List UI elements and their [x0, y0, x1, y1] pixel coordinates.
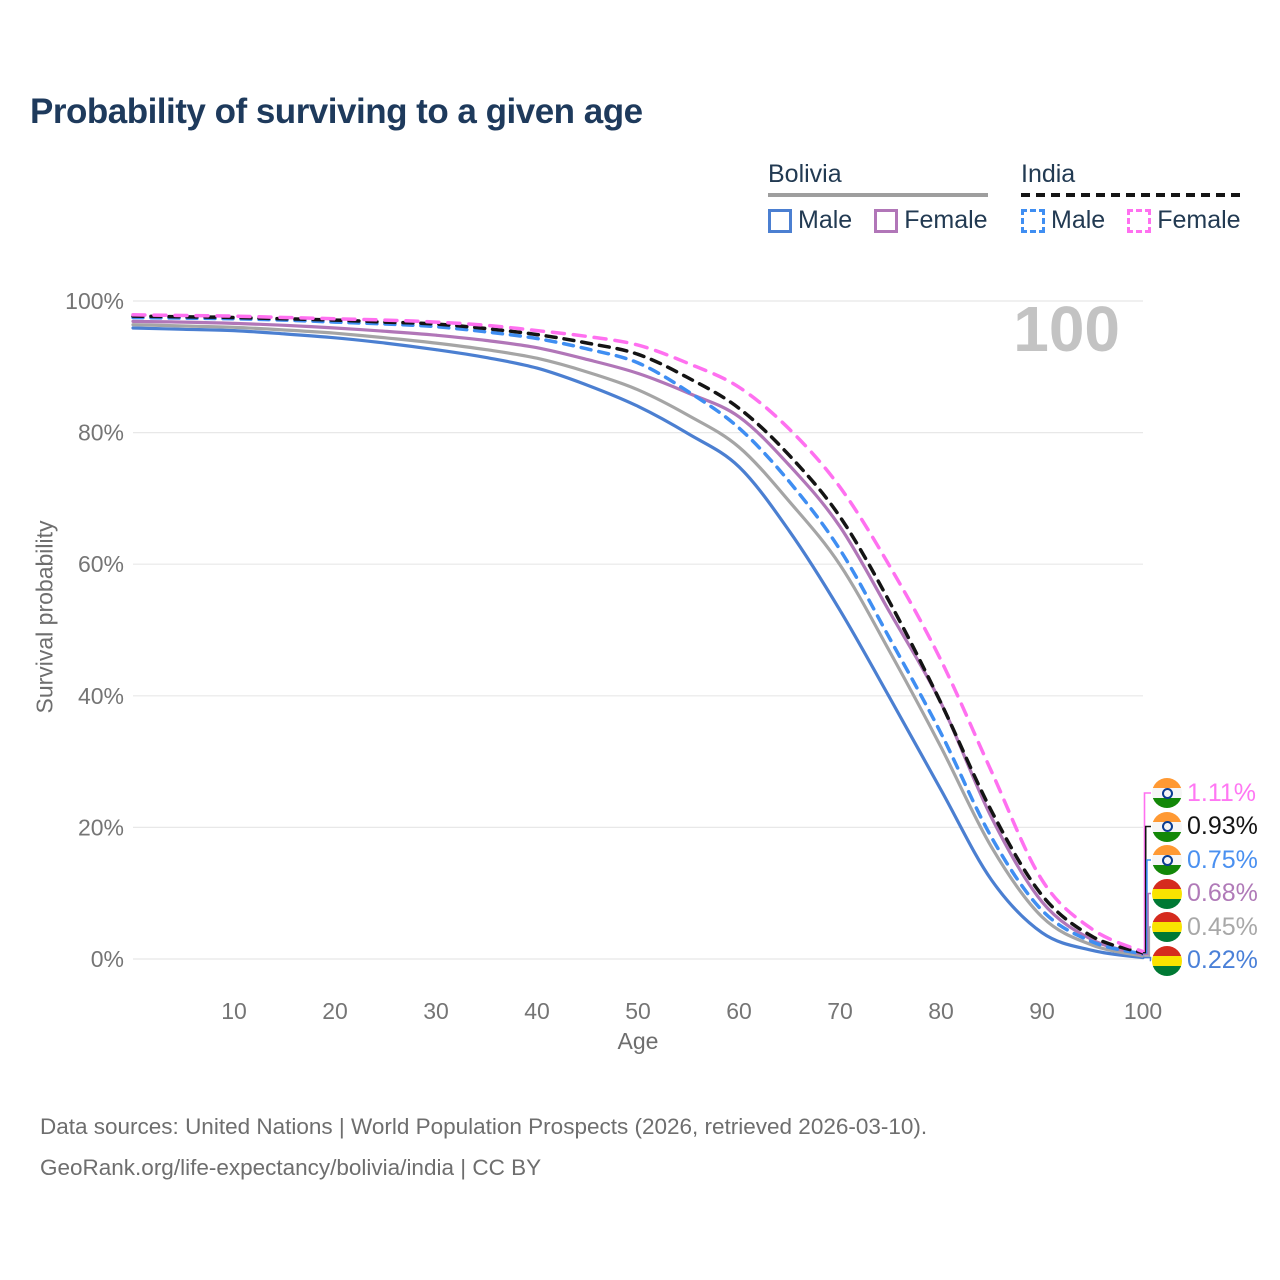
x-tick-label: 30	[423, 998, 449, 1024]
end-label-value: 0.68%	[1187, 879, 1258, 907]
end-label-connector	[1143, 926, 1151, 957]
legend-rule-india	[1021, 193, 1241, 197]
legend-item-india-female[interactable]: Female	[1127, 206, 1241, 235]
bolivia-flag-icon	[1152, 878, 1182, 909]
india-female-swatch-icon	[1127, 208, 1152, 233]
x-tick-label: 40	[524, 998, 550, 1024]
legend-item-label: Female	[1157, 206, 1241, 234]
footer-line-2: GeoRank.org/life-expectancy/bolivia/indi…	[40, 1155, 542, 1180]
legend-item-label: Male	[798, 206, 853, 234]
series-line-india-both	[131, 314, 1145, 955]
x-tick-label: 100	[1124, 998, 1162, 1024]
end-label-value: 0.93%	[1187, 812, 1258, 840]
end-label-value: 1.11%	[1187, 778, 1257, 807]
bolivia-female-swatch-icon	[874, 208, 899, 233]
footer-attribution: Data sources: United Nations | World Pop…	[40, 1106, 927, 1188]
end-label-india-female: 1.11%	[1152, 777, 1256, 809]
y-tick-label: 0%	[91, 946, 124, 972]
x-tick-label: 50	[625, 998, 651, 1024]
legend-group-india: India Male Female	[1021, 160, 1241, 235]
legend-country-bolivia[interactable]: Bolivia	[768, 160, 842, 188]
legend-item-label: Male	[1051, 206, 1106, 234]
y-tick-label: 40%	[78, 683, 124, 709]
series-line-bolivia-female	[131, 319, 1145, 957]
bolivia-flag-icon	[1152, 912, 1182, 942]
series-line-bolivia-both	[131, 323, 1145, 958]
y-tick-label: 60%	[78, 551, 124, 577]
end-label-bolivia-male: 0.22%	[1152, 945, 1258, 977]
india-flag-icon	[1152, 778, 1182, 808]
india-flag-icon	[1152, 811, 1182, 842]
x-tick-label: 60	[726, 998, 752, 1024]
x-tick-label: 10	[221, 998, 247, 1024]
end-label-connector	[1143, 956, 1152, 962]
india-male-swatch-icon	[1021, 208, 1045, 233]
end-label-bolivia-female: 0.68%	[1152, 878, 1258, 910]
legend-country-india[interactable]: India	[1021, 160, 1076, 188]
legend-rule-bolivia	[768, 193, 988, 197]
legend-item-bolivia-male[interactable]: Male	[768, 206, 852, 235]
footer-line-1: Data sources: United Nations | World Pop…	[40, 1114, 928, 1139]
x-axis-title: Age	[617, 1028, 659, 1054]
legend-group-bolivia: Bolivia Male Female	[768, 160, 988, 235]
bolivia-male-swatch-icon	[768, 208, 792, 233]
legend: Bolivia Male Female India Male Female	[0, 160, 1280, 240]
x-tick-label: 90	[1029, 998, 1055, 1024]
legend-item-label: Female	[904, 206, 988, 234]
bolivia-flag-icon	[1152, 945, 1182, 976]
end-label-india-both: 0.93%	[1152, 811, 1258, 843]
legend-item-bolivia-female[interactable]: Female	[874, 206, 988, 235]
series-line-india-male	[131, 315, 1145, 956]
end-label-value: 0.22%	[1187, 946, 1258, 974]
x-tick-label: 80	[928, 998, 954, 1024]
current-age-watermark: 100	[1013, 293, 1120, 365]
end-label-bolivia-both: 0.45%	[1152, 911, 1258, 943]
end-label-value: 0.45%	[1187, 912, 1258, 941]
y-tick-label: 100%	[65, 288, 124, 314]
page-title: Probability of surviving to a given age	[30, 92, 643, 131]
x-tick-label: 20	[322, 998, 348, 1024]
y-tick-label: 80%	[78, 420, 124, 446]
series-line-bolivia-male	[131, 326, 1145, 960]
end-label-connector	[1143, 892, 1151, 956]
end-label-india-male: 0.75%	[1152, 844, 1258, 876]
x-tick-label: 70	[827, 998, 853, 1024]
y-axis-title: Survival probability	[31, 520, 58, 714]
india-flag-icon	[1152, 845, 1182, 875]
y-tick-label: 20%	[78, 814, 124, 840]
end-label-connector	[1143, 825, 1151, 954]
legend-item-india-male[interactable]: Male	[1021, 206, 1105, 235]
end-label-value: 0.75%	[1187, 845, 1258, 874]
series-line-india-female	[131, 313, 1145, 954]
end-label-connector	[1143, 792, 1151, 953]
